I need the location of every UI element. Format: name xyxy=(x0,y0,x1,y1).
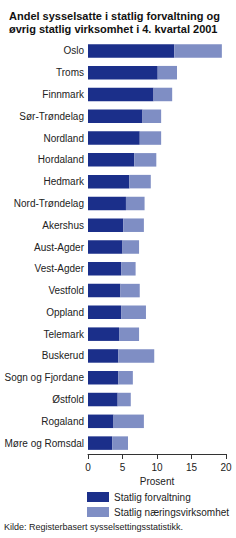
svg-text:Nord-Trøndelag: Nord-Trøndelag xyxy=(14,198,84,209)
svg-text:Vest-Agder: Vest-Agder xyxy=(35,263,85,274)
svg-text:Vestfold: Vestfold xyxy=(48,285,84,296)
svg-text:Oslo: Oslo xyxy=(63,45,84,56)
svg-text:10: 10 xyxy=(151,462,163,473)
svg-text:Hedmark: Hedmark xyxy=(43,176,85,187)
svg-text:øvrig statlig virksomhet i 4.: øvrig statlig virksomhet i 4. kvartal 20… xyxy=(9,23,217,35)
svg-text:0: 0 xyxy=(85,462,91,473)
svg-text:Akershus: Akershus xyxy=(42,220,84,231)
svg-text:Kilde: Registerbasert sysselse: Kilde: Registerbasert sysselsettingsstat… xyxy=(4,522,183,532)
svg-text:Finnmark: Finnmark xyxy=(42,89,85,100)
svg-text:Troms: Troms xyxy=(56,67,84,78)
svg-text:Statlig næringsvirksomhet: Statlig næringsvirksomhet xyxy=(114,507,229,518)
svg-text:5: 5 xyxy=(120,462,126,473)
svg-text:Prosent: Prosent xyxy=(140,476,175,487)
svg-text:Hordaland: Hordaland xyxy=(38,154,84,165)
svg-text:Telemark: Telemark xyxy=(43,329,85,340)
svg-text:Møre og Romsdal: Møre og Romsdal xyxy=(5,438,84,449)
svg-text:Buskerud: Buskerud xyxy=(42,350,84,361)
svg-text:Rogaland: Rogaland xyxy=(41,416,84,427)
svg-text:Oppland: Oppland xyxy=(46,307,84,318)
svg-text:20: 20 xyxy=(220,462,232,473)
svg-text:Andel sysselsatte i statlig fo: Andel sysselsatte i statlig forvaltning … xyxy=(9,10,223,22)
svg-text:15: 15 xyxy=(186,462,198,473)
svg-text:Nordland: Nordland xyxy=(43,133,84,144)
svg-text:Sør-Trøndelag: Sør-Trøndelag xyxy=(19,111,84,122)
svg-text:Aust-Agder: Aust-Agder xyxy=(34,242,85,253)
svg-text:Østfold: Østfold xyxy=(52,394,84,405)
svg-text:Sogn og Fjordane: Sogn og Fjordane xyxy=(4,372,84,383)
svg-text:Statlig forvaltning: Statlig forvaltning xyxy=(114,492,191,503)
